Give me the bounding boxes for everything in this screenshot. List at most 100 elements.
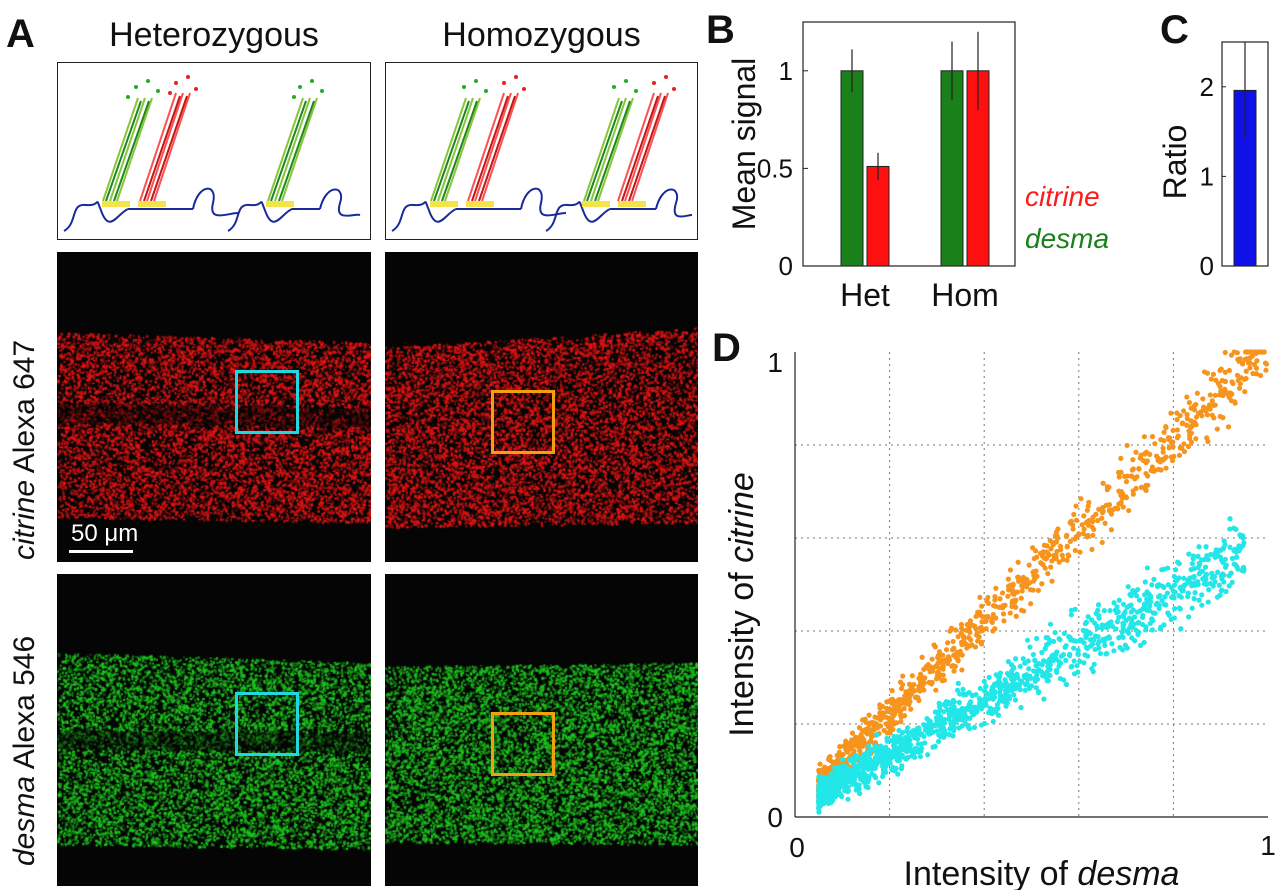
scatter-point xyxy=(960,686,966,692)
scatter-point xyxy=(951,699,957,705)
scatter-point xyxy=(1114,604,1120,610)
scatter-point xyxy=(1159,597,1165,604)
scatter-point xyxy=(936,671,942,677)
scatter-point xyxy=(1068,664,1074,670)
scatter-point xyxy=(1115,609,1121,615)
scatter-point xyxy=(940,672,946,678)
scatter-point xyxy=(1124,473,1131,479)
scatter-point xyxy=(1162,594,1168,600)
scatter-point xyxy=(952,663,958,669)
scatter-point xyxy=(900,738,906,745)
scatter-point xyxy=(1104,487,1110,493)
scatter-point xyxy=(946,731,953,737)
scatter-point xyxy=(992,597,998,603)
scatter-point xyxy=(1151,576,1157,582)
scatter-point xyxy=(1090,669,1096,675)
scatter-point xyxy=(841,776,847,783)
scatter-point xyxy=(979,619,985,625)
column-title-homozygous: Homozygous xyxy=(442,16,641,54)
scatter-point xyxy=(1242,356,1248,362)
scatter-point xyxy=(896,727,902,734)
scatter-point xyxy=(884,708,891,715)
scatter-point xyxy=(1012,697,1019,703)
scatter-point xyxy=(819,791,825,797)
scatter-point xyxy=(1188,424,1194,431)
scatter-point xyxy=(1024,637,1031,643)
scatter-point xyxy=(1242,389,1248,395)
scatter-point xyxy=(881,727,887,734)
scatter-point xyxy=(1227,526,1233,532)
scatter-point xyxy=(1015,574,1021,580)
scatter-point xyxy=(1018,705,1024,711)
probe-pair-2 xyxy=(227,79,361,232)
scatter-point xyxy=(873,759,879,766)
scatter-point xyxy=(1218,388,1224,394)
scatter-point xyxy=(907,688,914,695)
scatter-point xyxy=(858,776,864,782)
scatter-point xyxy=(899,697,905,703)
scatter-point xyxy=(1009,676,1015,683)
scatter-point xyxy=(855,763,861,769)
scatter-point xyxy=(1149,582,1155,588)
scatter-point xyxy=(1103,622,1110,628)
scatter-point xyxy=(1186,400,1192,406)
scatter-point xyxy=(1158,624,1164,630)
scatter-point xyxy=(1118,492,1124,498)
scatter-point xyxy=(1229,555,1236,562)
scatter-point xyxy=(956,710,962,716)
scatter-point xyxy=(1116,614,1122,621)
scatter-point xyxy=(1175,559,1181,565)
scatter-point xyxy=(912,735,918,741)
scatter-point xyxy=(1064,544,1070,550)
scatter-point xyxy=(1013,656,1019,662)
scatter-point xyxy=(925,752,931,758)
scatter-point xyxy=(1217,413,1223,420)
scatter-point xyxy=(928,664,934,670)
scatter-point xyxy=(975,638,981,644)
row-label-citrine-dye: Alexa 647 xyxy=(8,339,41,480)
scatter-point xyxy=(1191,580,1197,586)
scatter-point xyxy=(957,648,963,655)
scatter-point xyxy=(947,628,953,634)
scatter-point xyxy=(1017,663,1023,670)
scatter-point xyxy=(1091,661,1097,667)
scatter-point xyxy=(894,734,900,740)
scatter-point xyxy=(1030,652,1036,658)
scatter-point xyxy=(864,731,870,737)
scatter-point xyxy=(1081,526,1087,532)
scatter-point xyxy=(1195,410,1202,416)
scatter-point xyxy=(1143,487,1149,493)
scatter-point xyxy=(1123,479,1130,485)
scatter-point xyxy=(964,705,970,711)
scatter-point xyxy=(973,626,979,632)
scatter-point xyxy=(1177,412,1183,419)
scatter-point xyxy=(1126,615,1133,621)
scatter-point xyxy=(1222,349,1228,356)
scatter-point xyxy=(917,731,923,737)
scatter-point xyxy=(851,748,857,754)
y-tick-label: 0 xyxy=(779,251,793,281)
scatter-point xyxy=(1220,392,1226,399)
scatter-point xyxy=(1134,609,1140,615)
scatter-point xyxy=(968,637,974,643)
scatter-point xyxy=(1201,556,1208,563)
scatter-point xyxy=(929,679,935,685)
scatter-point xyxy=(1262,360,1269,366)
scatter-point xyxy=(941,709,947,715)
scatter-point xyxy=(1031,668,1037,674)
x-tick-label: 1 xyxy=(1260,830,1276,861)
scatter-point xyxy=(895,771,901,777)
scatter-point xyxy=(1204,412,1211,418)
scatter-point xyxy=(1032,658,1038,664)
scatter-point xyxy=(1229,379,1235,385)
scatter-point xyxy=(816,767,822,773)
scatter-point xyxy=(1140,606,1146,612)
scatter-point xyxy=(962,720,968,726)
scatter-point xyxy=(1177,606,1183,612)
scatter-point xyxy=(1063,657,1069,663)
scatter-point xyxy=(1176,452,1183,458)
scatter-point xyxy=(902,756,909,762)
scatter-point xyxy=(1234,372,1241,378)
scatter-point xyxy=(1226,367,1232,374)
scatter-point xyxy=(1053,651,1059,657)
